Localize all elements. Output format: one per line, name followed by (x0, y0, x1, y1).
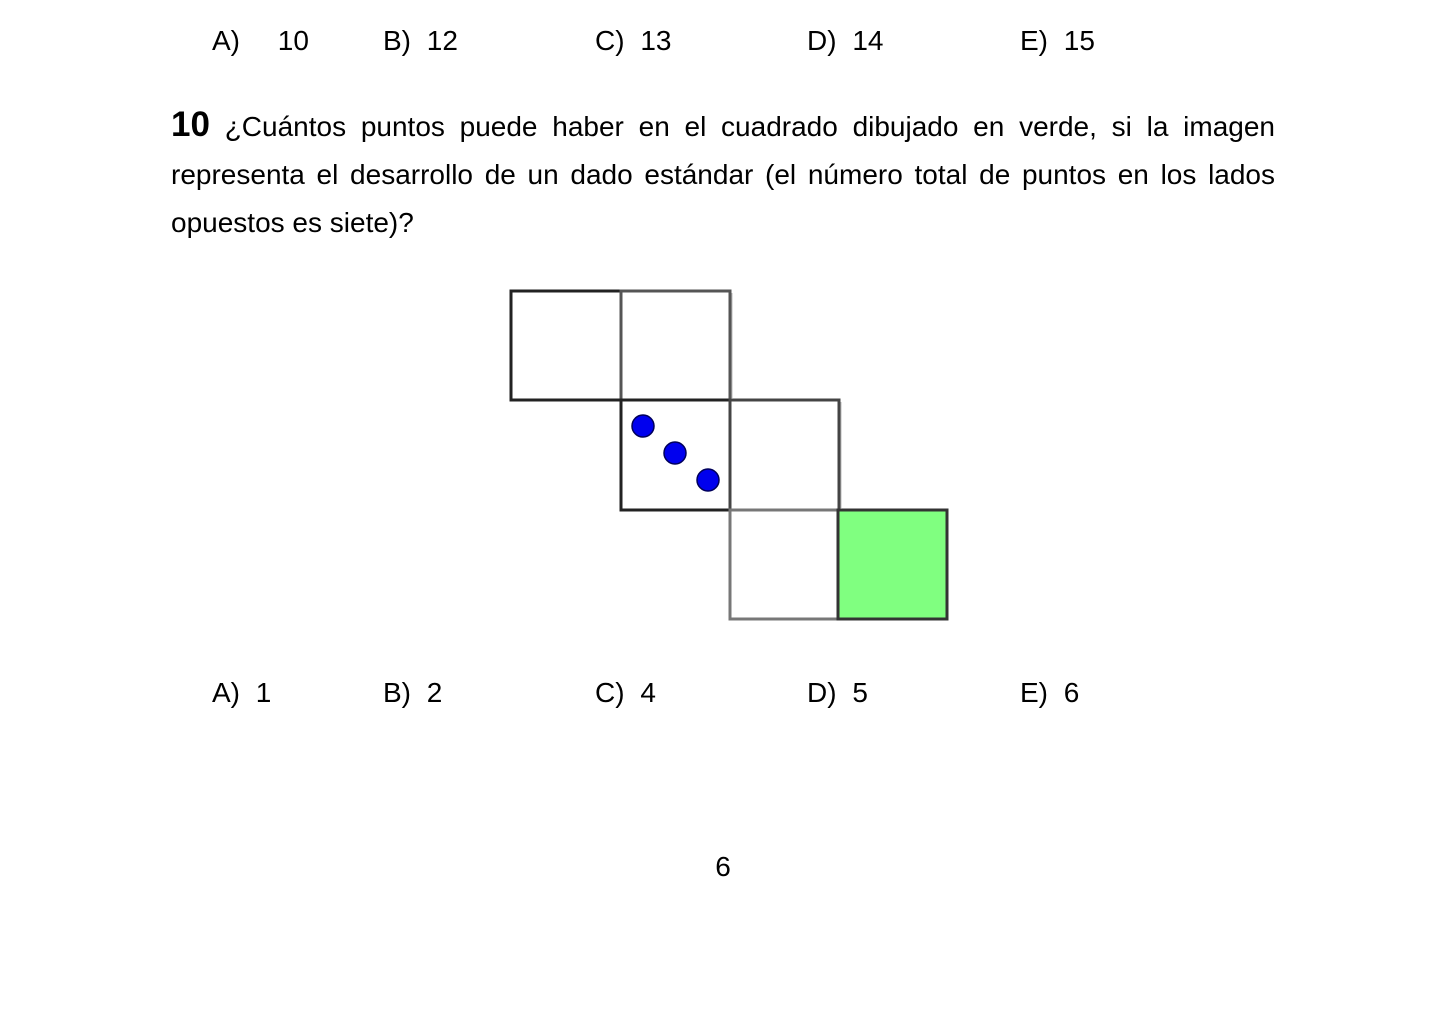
option-value: 4 (640, 677, 656, 708)
question-text: ¿Cuántos puntos puede haber en el cuadra… (171, 111, 1275, 238)
page-number: 6 (715, 851, 731, 882)
net-face-1 (509, 289, 623, 402)
die-dot (631, 414, 655, 438)
net-face-4 (728, 398, 841, 512)
option-letter: C) (595, 25, 625, 56)
previous-option-d: D) 14 (807, 21, 883, 61)
die-dot (663, 441, 687, 465)
option-value: 13 (640, 25, 672, 56)
previous-option-a: A) 10 (212, 21, 309, 61)
option-d: D) 5 (807, 673, 868, 713)
previous-option-b: B) 12 (383, 21, 458, 61)
option-letter: B) (383, 25, 411, 56)
net-face-2 (619, 289, 732, 402)
net-face-green-outline (836, 508, 949, 621)
option-letter: A) (212, 25, 240, 56)
net-face-5 (728, 508, 840, 621)
previous-answer-options: A) 10 B) 12 C) 13 D) 14 E) 15 (0, 21, 1446, 61)
dice-net-figure (500, 280, 960, 630)
option-e: E) 6 (1020, 673, 1079, 713)
option-c: C) 4 (595, 673, 656, 713)
option-value: 5 (852, 677, 868, 708)
question-10: 10 ¿Cuántos puntos puede haber en el cua… (171, 101, 1275, 247)
option-a: A) 1 (212, 673, 271, 713)
dice-net-svg (509, 289, 949, 621)
question-10-answer-options: A) 1 B) 2 C) 4 D) 5 E) 6 (0, 673, 1446, 713)
question-number: 10 (171, 105, 210, 144)
option-value: 15 (1063, 25, 1095, 56)
previous-option-e: E) 15 (1020, 21, 1095, 61)
die-dot (696, 468, 720, 492)
option-letter: E) (1020, 677, 1048, 708)
option-value: 1 (255, 677, 272, 708)
green-face-square (838, 510, 947, 619)
option-letter: E) (1020, 25, 1048, 56)
previous-option-c: C) 13 (595, 21, 671, 61)
option-value: 10 (277, 25, 309, 56)
option-value: 2 (426, 677, 443, 708)
option-value: 6 (1063, 677, 1080, 708)
option-letter: A) (212, 677, 240, 708)
option-value: 12 (426, 25, 458, 56)
option-letter: D) (807, 677, 837, 708)
option-b: B) 2 (383, 673, 442, 713)
option-value: 14 (852, 25, 884, 56)
option-letter: C) (595, 677, 625, 708)
option-letter: D) (807, 25, 837, 56)
option-letter: B) (383, 677, 411, 708)
